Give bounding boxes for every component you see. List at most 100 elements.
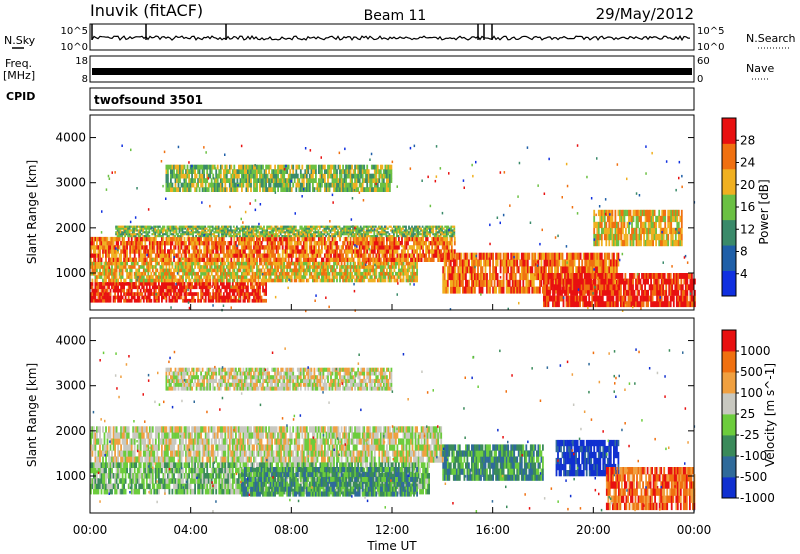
power-data-cell: [411, 265, 414, 269]
power-data-cell: [96, 278, 98, 283]
power-data-cell: [390, 225, 392, 228]
power-data-cell: [248, 233, 250, 236]
power-data-cell: [405, 245, 408, 250]
power-data-cell: [367, 231, 370, 234]
power-data-cell: [143, 235, 146, 238]
power-data-cell: [399, 268, 402, 273]
power-data-cell: [115, 257, 118, 262]
power-data-cell: [124, 233, 126, 236]
power-data-cell: [115, 225, 117, 228]
power-data-cell: [189, 285, 192, 290]
power-data-cell: [120, 288, 122, 293]
power-data-cell: [256, 236, 258, 242]
power-data-cell: [259, 292, 261, 296]
power-data-cell: [139, 231, 142, 234]
power-data-cell: [319, 227, 321, 230]
power-data-cell: [511, 252, 514, 260]
power-data-cell: [227, 298, 230, 303]
power-data-cell: [405, 229, 407, 232]
power-data-cell: [340, 268, 343, 273]
power-data-cell: [435, 233, 438, 236]
power-data-cell: [296, 245, 299, 250]
power-data-cell: [118, 257, 121, 262]
power-data-cell: [248, 298, 251, 303]
power-data-cell: [469, 286, 472, 294]
power-data-cell: [289, 278, 292, 283]
power-data-cell: [321, 265, 323, 269]
power-data-cell: [611, 266, 614, 274]
power-data-cell: [392, 257, 394, 262]
power-data-cell: [387, 265, 390, 269]
power-data-cell: [432, 233, 435, 236]
power-data-cell: [213, 265, 216, 269]
power-data-cell: [369, 271, 372, 276]
power-data-cell: [355, 235, 358, 238]
power-data-cell: [597, 278, 600, 285]
power-data-cell: [369, 261, 372, 266]
power-data-cell: [221, 268, 224, 273]
power-data-cell: [406, 235, 409, 238]
power-data-cell: [523, 259, 526, 267]
power-data-cell: [257, 278, 260, 283]
power-data-cell: [287, 271, 290, 276]
power-data-cell: [123, 292, 125, 296]
power-data-cell: [450, 231, 453, 234]
power-data-cell: [407, 275, 409, 279]
power-data-cell: [299, 253, 302, 258]
power-data-cell: [414, 275, 417, 279]
power-data-cell: [223, 229, 226, 232]
power-data-cell: [224, 288, 227, 293]
power-data-cell: [336, 245, 338, 250]
power-data-cell: [328, 278, 331, 283]
power-data-cell: [448, 273, 451, 281]
power-data-cell: [483, 273, 485, 281]
power-data-cell: [396, 249, 399, 254]
power-data-cell: [242, 292, 245, 296]
power-data-cell: [117, 285, 119, 290]
power-data-cell: [254, 241, 257, 246]
power-data-cell: [172, 233, 175, 236]
power-data-cell: [117, 265, 119, 269]
power-data-cell: [402, 235, 404, 238]
power-data-cell: [528, 266, 531, 274]
power-data-cell: [322, 236, 325, 242]
power-data-cell: [490, 252, 493, 260]
power-data-cell: [238, 282, 240, 286]
power-data-cell: [284, 271, 287, 276]
power-data-cell: [238, 236, 240, 242]
power-data-cell: [322, 265, 325, 269]
power-data-cell: [235, 241, 237, 246]
power-data-cell: [215, 253, 218, 258]
power-data-cell: [265, 282, 267, 286]
power-data-cell: [328, 235, 330, 238]
power-data-cell: [213, 245, 216, 250]
power-data-cell: [583, 278, 586, 285]
power-data-cell: [343, 271, 346, 276]
power-data-cell: [659, 289, 662, 296]
power-data-cell: [171, 288, 174, 293]
power-data-cell: [174, 227, 176, 230]
power-data-cell: [215, 282, 218, 286]
power-data-cell: [177, 271, 180, 276]
power-data-cell: [324, 261, 326, 266]
power-data-cell: [352, 235, 354, 238]
power-data-cell: [168, 261, 171, 266]
power-data-cell: [201, 265, 204, 269]
power-data-cell: [303, 229, 306, 232]
power-data-cell: [162, 236, 165, 242]
power-data-cell: [663, 289, 666, 296]
power-data-cell: [300, 233, 303, 236]
power-data-cell: [398, 245, 400, 250]
power-data-cell: [195, 271, 198, 276]
power-data-cell: [129, 285, 132, 290]
power-data-cell: [435, 249, 438, 254]
power-data-cell: [579, 289, 581, 296]
power-data-cell: [592, 278, 595, 285]
power-data-cell: [414, 233, 416, 236]
power-data-cell: [217, 229, 220, 232]
power-data-cell: [141, 265, 144, 269]
power-data-cell: [248, 227, 250, 230]
power-data-cell: [544, 284, 547, 291]
power-data-cell: [523, 286, 526, 294]
power-data-cell: [304, 271, 307, 276]
